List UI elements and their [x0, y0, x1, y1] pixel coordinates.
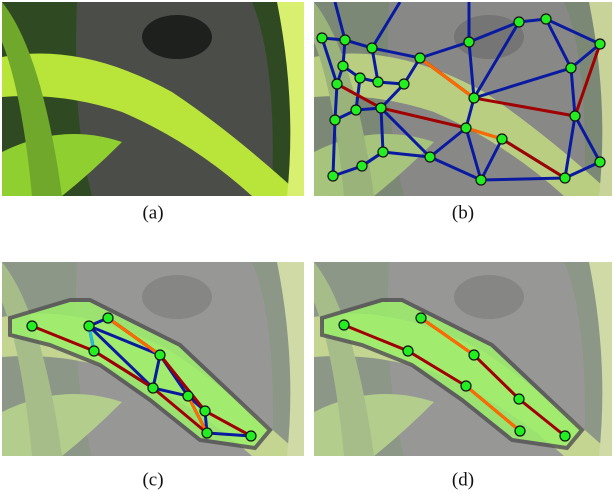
panel-a — [2, 2, 304, 196]
panel-c — [2, 262, 304, 456]
panel-d — [314, 262, 614, 456]
caption: (d) — [452, 469, 474, 490]
figure: (a) (b) (c) (d) — [0, 0, 614, 494]
panel-b — [314, 2, 614, 196]
caption: (c) — [142, 469, 163, 490]
caption: (b) — [452, 202, 474, 223]
caption: (a) — [142, 202, 163, 223]
